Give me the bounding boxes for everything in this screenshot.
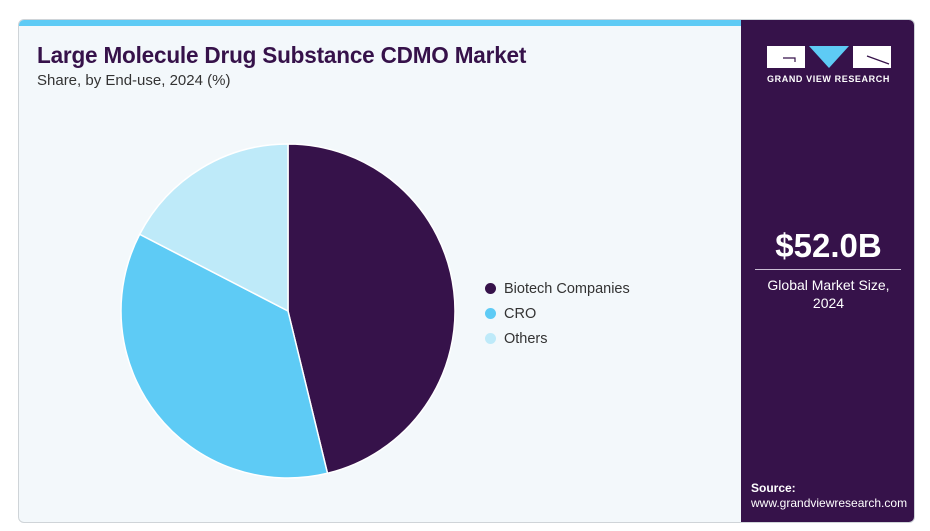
legend-dot-icon [485, 308, 496, 319]
pie-slice-biotech-companies [287, 143, 456, 475]
source-label: Source: [751, 481, 796, 495]
market-size-label: Global Market Size, 2024 [767, 277, 890, 311]
legend: Biotech Companies CRO Others [485, 276, 630, 351]
chart-title: Large Molecule Drug Substance CDMO Marke… [37, 42, 527, 68]
legend-item: Biotech Companies [485, 276, 630, 301]
legend-item: CRO [485, 301, 630, 326]
chart-subtitle: Share, by End-use, 2024 (%) [37, 72, 231, 89]
accent-bar [19, 20, 741, 26]
brand-name: GRAND VIEW RESEARCH [767, 74, 890, 84]
pie-chart [120, 143, 456, 479]
legend-dot-icon [485, 333, 496, 344]
legend-label: CRO [504, 305, 537, 322]
pie-slice-others [138, 143, 289, 313]
legend-label: Others [504, 330, 548, 347]
market-size-value: $52.0B [775, 227, 882, 264]
pie-slice-cro [120, 233, 329, 479]
grand-view-research-logo-icon [767, 46, 891, 68]
chart-card: Large Molecule Drug Substance CDMO Marke… [18, 19, 915, 523]
legend-dot-icon [485, 283, 496, 294]
legend-label: Biotech Companies [504, 280, 630, 297]
info-sidebar: GRAND VIEW RESEARCH $52.0B Global Market… [741, 20, 914, 522]
divider [755, 269, 901, 270]
legend-item: Others [485, 326, 630, 351]
source-link[interactable]: www.grandviewresearch.com [751, 496, 908, 510]
